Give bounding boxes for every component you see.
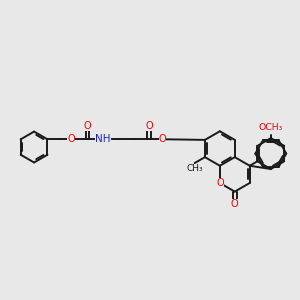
Text: O: O	[84, 121, 92, 131]
Text: OCH₃: OCH₃	[259, 123, 283, 132]
Text: O: O	[216, 178, 224, 188]
Text: O: O	[145, 121, 153, 131]
Text: NH: NH	[95, 134, 111, 144]
Text: CH₃: CH₃	[186, 164, 203, 172]
Text: O: O	[68, 134, 75, 144]
Text: O: O	[231, 199, 238, 209]
Text: O: O	[159, 134, 166, 144]
